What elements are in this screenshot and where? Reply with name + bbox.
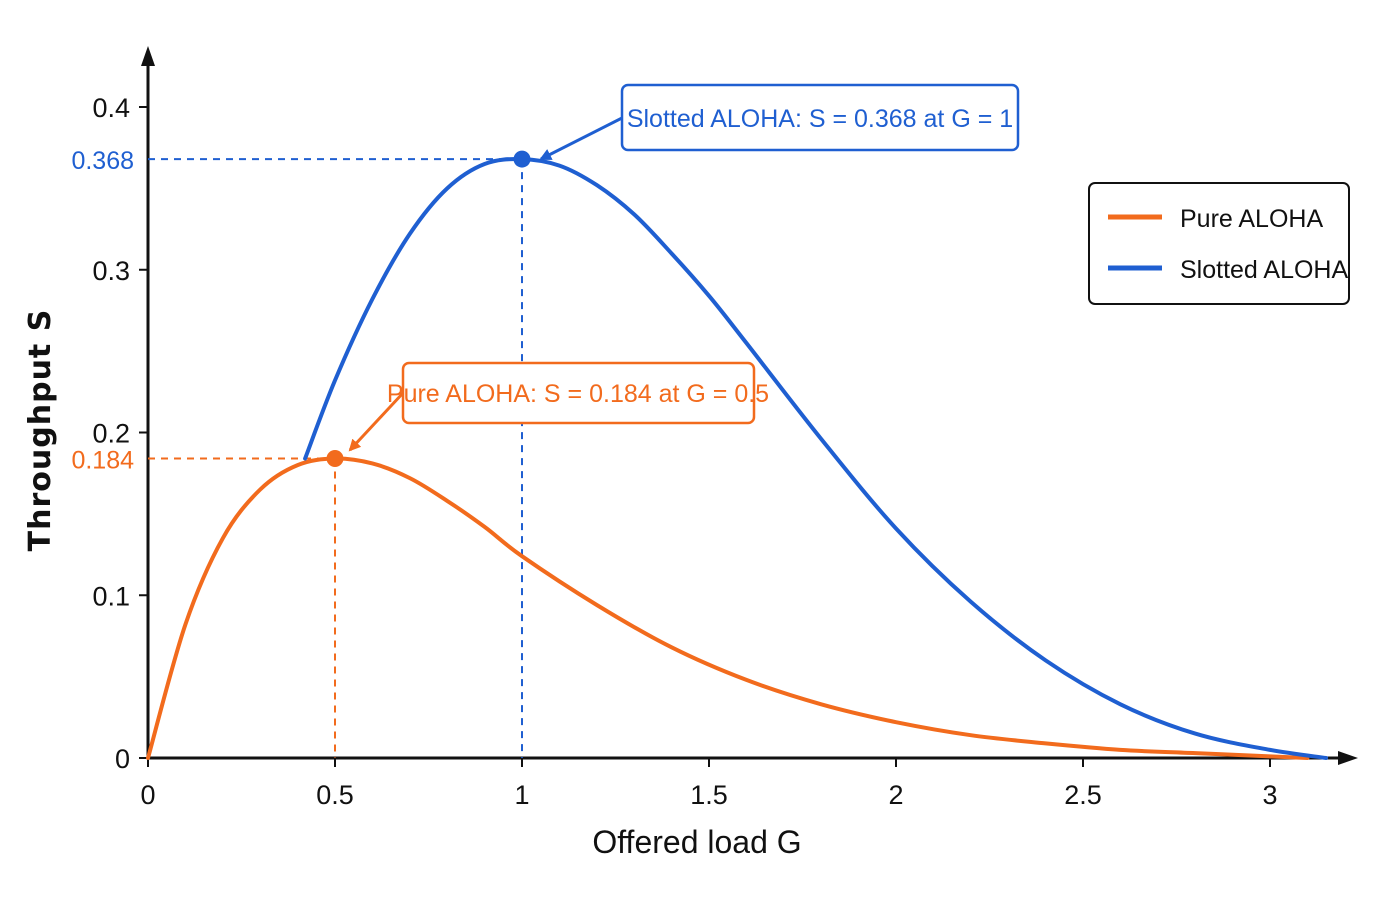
slotted-callout: Slotted ALOHA: S = 0.368 at G = 1	[539, 83, 1020, 161]
pure-callout-text: Pure ALOHA: S = 0.184 at G = 0.5	[387, 380, 769, 408]
x-tick-label: 1.5	[690, 780, 728, 810]
x-tick-label: 3	[1262, 780, 1277, 810]
pure-callout-arrow	[348, 391, 405, 452]
y-tick-label: 0.2	[92, 419, 130, 449]
legend: Pure ALOHA Slotted ALOHA	[1088, 182, 1350, 305]
x-axis-title: Offered load G	[592, 824, 801, 860]
x-ticks: 0 0.5 1 1.5 2 2.5 3	[140, 758, 1278, 810]
y-tick-label: 0.4	[92, 93, 130, 123]
x-tick-label: 2.5	[1064, 780, 1102, 810]
peak-value-label-pure-aloha: 0.184	[71, 447, 134, 475]
y-axis-arrowhead	[141, 46, 155, 66]
x-tick-label: 1	[514, 780, 529, 810]
series-line-pure-aloha	[146, 456, 1310, 760]
peak-guide-lines	[148, 158, 523, 758]
slotted-callout-text: Slotted ALOHA: S = 0.368 at G = 1	[627, 105, 1013, 133]
y-tick-label: 0.1	[92, 581, 130, 611]
y-tick-label: 0.3	[92, 256, 130, 286]
peak-point-pure-aloha	[326, 450, 344, 468]
axes	[141, 46, 1358, 765]
y-ticks: 0 0.1 0.2 0.3 0.4	[92, 93, 148, 774]
y-tick-label: 0	[115, 744, 130, 774]
peak-markers: 0.368 0.184	[71, 147, 531, 475]
slotted-callout-box	[620, 83, 1020, 152]
x-axis-arrowhead	[1338, 751, 1358, 765]
slotted-callout-arrow	[539, 116, 623, 161]
x-tick-label: 2	[888, 780, 903, 810]
series-line-slotted-aloha	[303, 157, 1329, 760]
x-tick-label: 0.5	[316, 780, 354, 810]
peak-point-slotted-aloha	[513, 150, 531, 168]
x-tick-label: 0	[140, 780, 155, 810]
pure-callout: Pure ALOHA: S = 0.184 at G = 0.5	[348, 361, 769, 452]
peak-value-label-slotted-aloha: 0.368	[71, 147, 134, 175]
legend-box	[1088, 182, 1350, 305]
legend-label-slotted: Slotted ALOHA	[1180, 256, 1348, 284]
y-axis-title: Throughput S	[23, 309, 58, 552]
legend-label-pure: Pure ALOHA	[1180, 205, 1323, 233]
series-layer	[146, 157, 1329, 760]
